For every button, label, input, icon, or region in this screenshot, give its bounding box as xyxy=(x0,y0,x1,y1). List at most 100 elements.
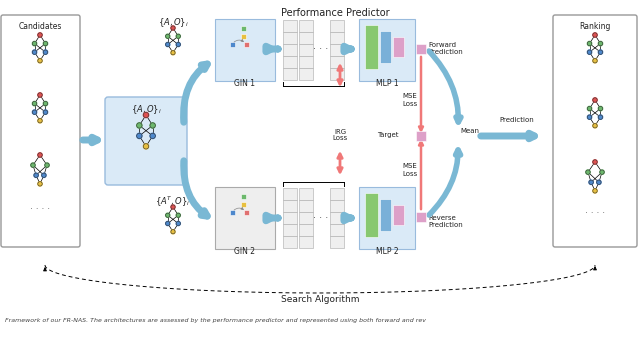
Bar xyxy=(330,20,344,32)
Text: GIN 2: GIN 2 xyxy=(234,247,255,256)
Circle shape xyxy=(166,34,170,38)
Bar xyxy=(299,56,313,68)
Circle shape xyxy=(38,93,42,97)
Circle shape xyxy=(34,173,38,177)
Bar xyxy=(330,236,344,248)
Text: $\{A,O\}_i$: $\{A,O\}_i$ xyxy=(157,16,189,29)
Circle shape xyxy=(176,213,180,217)
Bar xyxy=(283,200,297,212)
Bar xyxy=(283,224,297,236)
Circle shape xyxy=(598,41,603,46)
Circle shape xyxy=(166,42,170,47)
Bar xyxy=(330,68,344,80)
Bar xyxy=(299,20,313,32)
Circle shape xyxy=(143,112,148,118)
Bar xyxy=(283,20,297,32)
Bar xyxy=(299,212,313,224)
Text: Mean: Mean xyxy=(460,128,479,134)
Bar xyxy=(416,212,426,222)
Bar xyxy=(299,32,313,44)
Circle shape xyxy=(38,119,42,123)
Circle shape xyxy=(593,33,597,37)
Circle shape xyxy=(593,59,597,63)
Text: MLP 1: MLP 1 xyxy=(376,79,398,88)
FancyBboxPatch shape xyxy=(1,15,80,247)
Text: Framework of our FR-NAS. The architectures are assessed by the performance predi: Framework of our FR-NAS. The architectur… xyxy=(5,318,426,323)
Bar xyxy=(393,205,404,225)
Bar xyxy=(299,44,313,56)
Text: Candidates: Candidates xyxy=(19,22,61,31)
Text: · · ·: · · · xyxy=(314,44,328,54)
Bar xyxy=(283,188,297,200)
Circle shape xyxy=(38,153,42,157)
Bar xyxy=(241,193,246,198)
Bar xyxy=(230,209,234,214)
Circle shape xyxy=(588,50,592,54)
Circle shape xyxy=(166,213,170,217)
FancyBboxPatch shape xyxy=(105,97,187,185)
Text: MSE
Loss: MSE Loss xyxy=(403,163,418,177)
Text: · · ·: · · · xyxy=(314,213,328,223)
Bar xyxy=(243,209,248,214)
Bar xyxy=(241,202,246,207)
Circle shape xyxy=(166,221,170,226)
Text: Reverse
Prediction: Reverse Prediction xyxy=(428,215,463,228)
Circle shape xyxy=(44,101,47,106)
Bar xyxy=(416,131,426,141)
Text: $\{A,O\}_i$: $\{A,O\}_i$ xyxy=(131,103,161,116)
Text: Prediction: Prediction xyxy=(499,117,534,123)
Bar xyxy=(283,236,297,248)
Circle shape xyxy=(38,59,42,63)
Circle shape xyxy=(593,189,597,193)
Bar xyxy=(241,26,246,30)
Circle shape xyxy=(31,163,35,167)
Circle shape xyxy=(596,180,601,184)
FancyBboxPatch shape xyxy=(359,187,415,249)
Circle shape xyxy=(137,133,142,138)
Circle shape xyxy=(589,180,593,184)
Bar xyxy=(299,224,313,236)
Circle shape xyxy=(44,50,47,54)
FancyBboxPatch shape xyxy=(553,15,637,247)
Text: MSE
Loss: MSE Loss xyxy=(403,93,418,106)
Circle shape xyxy=(137,123,142,128)
Circle shape xyxy=(33,110,36,114)
Bar xyxy=(330,56,344,68)
Circle shape xyxy=(588,41,592,46)
Circle shape xyxy=(33,41,36,46)
Text: Ranking: Ranking xyxy=(579,22,611,31)
Circle shape xyxy=(588,106,592,111)
Text: MLP 2: MLP 2 xyxy=(376,247,398,256)
Circle shape xyxy=(44,41,47,46)
Bar xyxy=(393,37,404,57)
Circle shape xyxy=(171,51,175,55)
Circle shape xyxy=(593,98,597,102)
Circle shape xyxy=(176,34,180,38)
Text: Target: Target xyxy=(378,132,399,138)
Text: Performance Predictor: Performance Predictor xyxy=(281,8,389,18)
Circle shape xyxy=(593,123,597,128)
Text: Search Algorithm: Search Algorithm xyxy=(281,295,359,304)
Circle shape xyxy=(150,123,156,128)
Circle shape xyxy=(586,170,590,174)
Circle shape xyxy=(45,163,49,167)
Circle shape xyxy=(588,115,592,119)
Circle shape xyxy=(171,205,175,209)
Bar xyxy=(330,212,344,224)
Bar xyxy=(283,56,297,68)
FancyBboxPatch shape xyxy=(215,187,275,249)
Circle shape xyxy=(38,33,42,37)
Bar xyxy=(283,212,297,224)
Circle shape xyxy=(171,26,175,30)
Bar xyxy=(299,68,313,80)
Text: Forward
Prediction: Forward Prediction xyxy=(428,42,463,55)
Bar xyxy=(330,32,344,44)
Circle shape xyxy=(42,173,46,177)
Bar xyxy=(241,33,246,39)
Circle shape xyxy=(33,50,36,54)
Bar xyxy=(330,188,344,200)
Bar xyxy=(299,200,313,212)
Bar xyxy=(283,44,297,56)
Bar xyxy=(299,236,313,248)
Text: GIN 1: GIN 1 xyxy=(234,79,255,88)
